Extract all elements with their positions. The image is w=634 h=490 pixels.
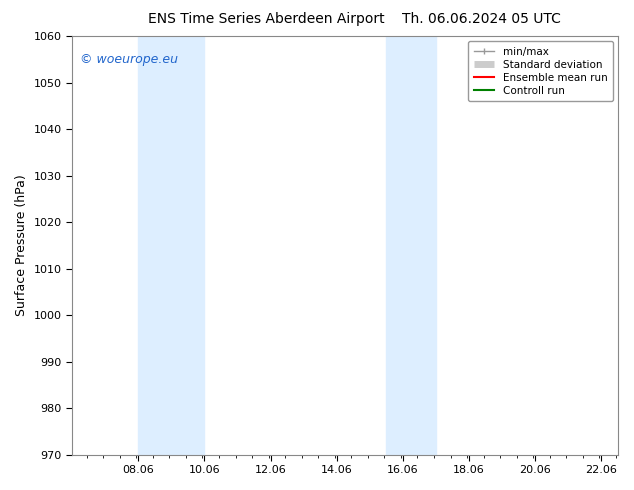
Text: ENS Time Series Aberdeen Airport: ENS Time Series Aberdeen Airport [148, 12, 385, 26]
Y-axis label: Surface Pressure (hPa): Surface Pressure (hPa) [15, 174, 28, 316]
Bar [138, 36, 204, 455]
Legend: min/max, Standard deviation, Ensemble mean run, Controll run: min/max, Standard deviation, Ensemble me… [469, 41, 612, 101]
Text: Th. 06.06.2024 05 UTC: Th. 06.06.2024 05 UTC [403, 12, 561, 26]
Bar [386, 36, 436, 455]
Text: © woeurope.eu: © woeurope.eu [81, 53, 178, 66]
